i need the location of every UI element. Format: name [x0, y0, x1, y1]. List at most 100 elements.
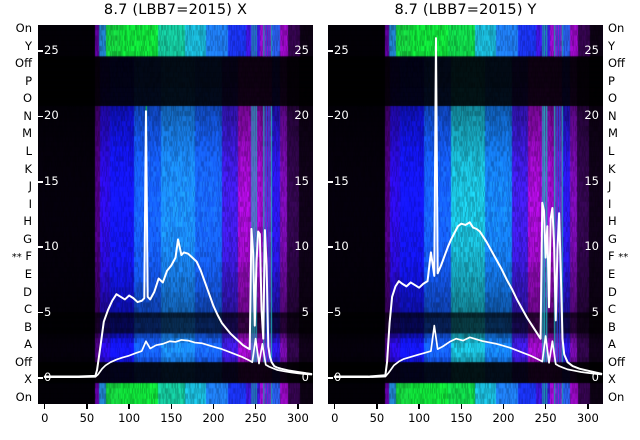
x-tick-mark [502, 404, 505, 409]
y-tick-label-left: 20 [44, 108, 59, 123]
x-tick-label: 0 [331, 411, 339, 425]
x-tick-label: 200 [202, 411, 225, 425]
category-label-right-8: K [608, 161, 616, 176]
x-tick-mark [212, 404, 215, 409]
y-tick-label-right: 5 [591, 304, 599, 319]
y-tick-label-left: 15 [44, 173, 59, 188]
category-label-left-21: On [15, 390, 32, 404]
panel-title-y: 8.7 (LBB7=2015) Y [394, 2, 537, 18]
x-tick-mark [86, 404, 88, 409]
category-label-right-13: F ** [608, 249, 629, 264]
y-tick-mark [38, 181, 43, 183]
y-tick-label-left: 5 [44, 304, 52, 319]
y-tick-mark [328, 377, 333, 379]
x-tick-mark [44, 404, 46, 409]
y-tick-mark [328, 311, 333, 314]
trace-layer [43, 110, 313, 379]
category-label-right-20: X [608, 372, 616, 387]
category-label-right-15: D [608, 284, 617, 299]
category-label-left-9: J [28, 179, 32, 194]
category-label-left-18: A [24, 337, 32, 352]
category-marker: ** [11, 252, 22, 264]
category-label-left-3: P [25, 73, 32, 88]
category-label-left-2: Off [15, 56, 32, 71]
category-label-left-1: Y [24, 38, 32, 53]
x-tick-label: 150 [450, 411, 473, 425]
y-tick-mark [328, 115, 333, 118]
trace-layer [333, 37, 603, 379]
x-axis-panel-x: 0 50 100 150 200 250 300 [38, 404, 313, 438]
x-tick-label: 100 [118, 411, 141, 425]
category-label-right-5: N [608, 108, 617, 123]
spectrogram-panel-x[interactable]: 25 25 20 20 15 15 10 10 5 5 0 0 [38, 25, 313, 404]
category-label-left-15: D [23, 284, 32, 299]
category-label-right-1: Y [608, 38, 616, 53]
category-label-left-17: B [24, 319, 32, 334]
y-tick-label-left: 0 [334, 369, 342, 384]
y-tick-label-right: 20 [584, 108, 599, 123]
category-label-left-8: K [24, 161, 32, 176]
y-tick-label-left: 10 [44, 239, 59, 254]
category-label-right-3: P [608, 73, 615, 88]
y-tick-mark [328, 181, 333, 183]
category-label-left-4: O [22, 91, 32, 106]
category-label-left-13: ** F [11, 249, 32, 264]
category-label-right-18: A [608, 337, 616, 352]
x-tick-label: 200 [492, 411, 515, 425]
y-tick-label-right: 5 [301, 304, 309, 319]
y-tick-mark [38, 50, 43, 52]
y-tick-label-left: 0 [44, 369, 52, 384]
x-tick-label: 300 [576, 411, 599, 425]
trace-lower [333, 324, 603, 379]
x-tick-mark [460, 404, 462, 409]
category-label-right-6: M [608, 126, 618, 141]
x-tick-label: 300 [286, 411, 309, 425]
category-label-left-0: On [15, 21, 32, 35]
category-label-right-4: O [608, 91, 618, 106]
x-tick-label: 150 [160, 411, 183, 425]
category-label-right-17: B [608, 319, 616, 334]
trace-upper [43, 110, 313, 378]
category-axis-left: On Y Off P O N M L K J I H G ** F E D C B A Off X On [0, 21, 36, 404]
heatmap-canvas [328, 25, 603, 404]
panel-title-x: 8.7 (LBB7=2015) X [103, 2, 248, 18]
x-tick-mark [587, 404, 589, 409]
category-label-right-16: C [608, 302, 617, 317]
y-tick-label-left: 10 [334, 239, 349, 254]
category-label-right-0: On [608, 21, 625, 35]
x-tick-mark [544, 404, 547, 409]
x-tick-mark [376, 404, 378, 409]
category-label-left-19: Off [15, 354, 32, 369]
category-label-right-9: J [608, 179, 612, 194]
y-tick-label-right: 10 [294, 239, 309, 254]
spectrogram-panel-y[interactable]: 25 25 20 20 15 15 10 10 5 5 0 0 [328, 25, 603, 404]
x-tick-mark [170, 404, 172, 409]
category-label-right-10: I [608, 196, 612, 211]
y-tick-label-left: 15 [334, 173, 349, 188]
y-tick-mark [328, 50, 333, 52]
y-tick-label-right: 0 [301, 369, 309, 384]
x-tick-label: 250 [244, 411, 267, 425]
y-tick-label-right: 25 [294, 43, 309, 58]
x-tick-label: 100 [408, 411, 431, 425]
y-tick-label-left: 25 [44, 43, 59, 58]
x-tick-mark [418, 404, 420, 409]
trace-upper [333, 37, 603, 378]
y-tick-label-right: 0 [591, 369, 599, 384]
x-tick-label: 0 [41, 411, 49, 425]
x-tick-label: 50 [79, 411, 95, 425]
category-label-left-7: L [25, 144, 32, 158]
category-label-left-16: C [23, 302, 32, 317]
x-tick-label: 50 [369, 411, 385, 425]
category-marker: ** [618, 252, 629, 264]
y-tick-label-right: 20 [294, 108, 309, 123]
y-tick-label-right: 15 [584, 173, 599, 188]
category-label-right-11: H [608, 214, 617, 229]
category-label-left-6: M [22, 126, 32, 141]
y-tick-mark [328, 246, 333, 248]
category-label-right-7: L [608, 144, 615, 158]
x-axis-panel-y: 0 50 100 150 200 250 300 [328, 404, 603, 438]
x-tick-mark [128, 404, 130, 409]
category-label-left-10: I [28, 196, 32, 211]
heatmap-canvas [38, 25, 313, 404]
